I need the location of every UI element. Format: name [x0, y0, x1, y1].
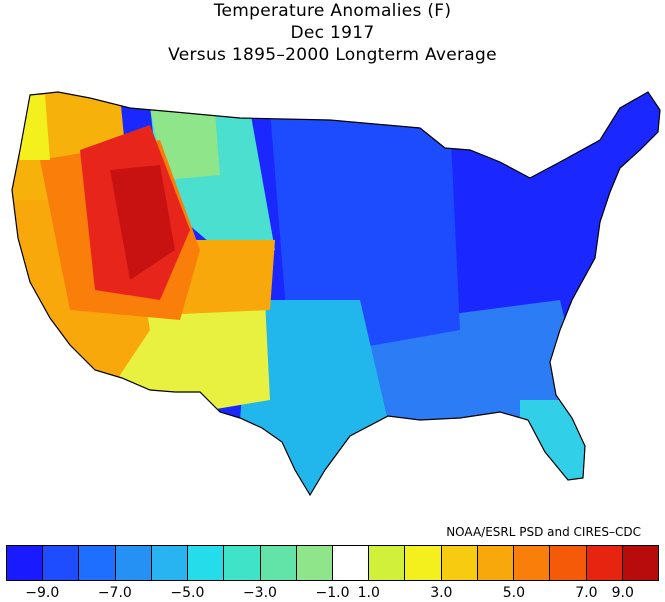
legend-swatch	[332, 546, 370, 580]
legend-tick-label: −5.0	[170, 585, 205, 601]
legend-tick-label: −3.0	[242, 585, 277, 601]
legend-swatch	[188, 546, 225, 580]
legend-swatch	[441, 546, 478, 580]
legend-swatch	[514, 546, 551, 580]
legend-swatch	[296, 546, 333, 580]
legend-swatch	[7, 546, 44, 580]
legend-swatch	[224, 546, 261, 580]
legend-swatch	[622, 546, 658, 580]
legend-tick-label: −1.0	[315, 585, 350, 601]
region-utah-core	[110, 165, 175, 280]
region-new-mexico	[110, 300, 270, 415]
legend-tick-label: −7.0	[97, 585, 132, 601]
legend-swatch	[115, 546, 152, 580]
legend-swatch	[43, 546, 80, 580]
us-anomaly-map	[11, 91, 661, 497]
legend-swatch	[260, 546, 297, 580]
legend-swatch	[79, 546, 116, 580]
color-legend-ticks: −9.0 −7.0 −5.0 −3.0 −1.0 1.0 3.0 5.0 7.0 9.0	[6, 585, 659, 601]
region-midwest	[270, 110, 460, 360]
legend-tick-label: −9.0	[25, 585, 60, 601]
us-outline	[11, 91, 661, 497]
color-legend-bar	[6, 545, 659, 581]
legend-tick-label: 9.0	[611, 585, 634, 601]
region-florida	[520, 400, 600, 485]
chart-title: Temperature Anomalies (F)	[213, 1, 452, 21]
legend-tick-label: 1.0	[357, 585, 380, 601]
legend-swatch	[151, 546, 189, 580]
legend-swatch	[586, 546, 623, 580]
legend-swatch	[477, 546, 515, 580]
chart-subtitle-date: Dec 1917	[290, 23, 375, 43]
chart-subtitle-baseline: Versus 1895–2000 Longterm Average	[168, 45, 497, 65]
credit-label: NOAA/ESRL PSD and CIRES–CDC	[446, 525, 641, 539]
legend-swatch	[405, 546, 442, 580]
legend-tick-label: 3.0	[430, 585, 453, 601]
legend-tick-label: 5.0	[502, 585, 526, 601]
legend-tick-label: 7.0	[575, 585, 598, 601]
legend-swatch	[550, 546, 587, 580]
legend-swatch	[369, 546, 406, 580]
